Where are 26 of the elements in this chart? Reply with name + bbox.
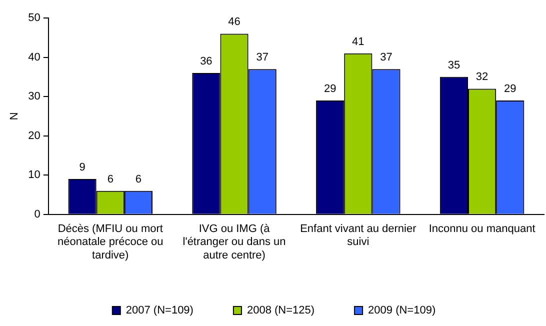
y-tick-label: 50 [28,12,40,24]
data-label: 6 [107,173,114,186]
x-tick-label: Décès (MFIU ou mort néonatale précoce ou tardive) [57,223,164,262]
data-label: 29 [324,83,336,96]
data-label: 37 [256,52,268,64]
y-axis-title: N [8,112,21,120]
data-label: 36 [200,56,212,68]
legend-label: 2009 (N=109) [368,304,436,317]
data-label: 9 [79,162,86,174]
data-label: 46 [228,16,240,28]
data-label: 41 [352,36,364,48]
data-label: 6 [135,173,142,186]
y-tick-label: 40 [28,51,40,64]
legend-label: 2008 (N=125) [246,304,315,317]
y-tick-label: 0 [34,208,40,220]
data-label: 29 [504,83,516,96]
y-tick-label: 30 [28,90,40,103]
legend-label: 2007 (N=109) [126,304,194,317]
x-tick-label: IVG ou IMG (à l'étranger ou dans un autre centre) [182,223,286,262]
y-tick-label: 20 [28,130,40,142]
x-tick-label: Enfant vivant au dernier suivi [300,223,417,248]
y-tick-label: 10 [28,169,40,182]
data-label: 35 [448,59,460,72]
x-tick-label: Inconnu ou manquant [428,223,536,236]
data-label: 32 [476,71,488,84]
data-label: 37 [380,52,392,64]
